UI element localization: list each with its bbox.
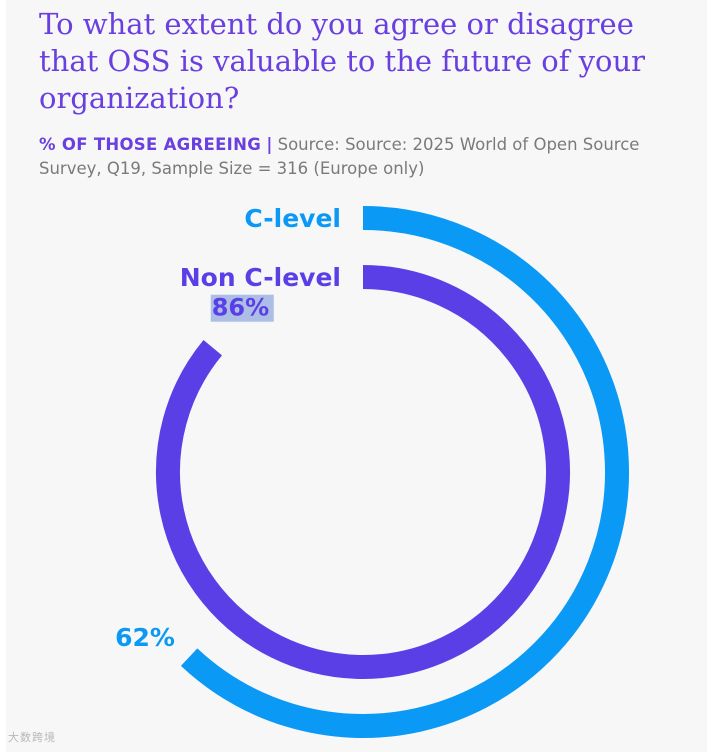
c-level-arc: [180, 206, 629, 738]
subtitle-lead: % OF THOSE AGREEING: [39, 135, 262, 154]
c-level-value-label: 62%: [115, 623, 175, 652]
chart-subtitle: % OF THOSE AGREEING | Source: Source: 20…: [39, 133, 699, 181]
watermark: 大数跨境: [8, 731, 56, 744]
subtitle-source: Source: Source: 2025 World of Open Sourc…: [39, 135, 640, 178]
chart-title: To what extent do you agree or disagree …: [39, 7, 646, 115]
subtitle-separator: |: [266, 135, 273, 154]
non-c-level-value-label: 86%: [212, 294, 269, 322]
non-c-level-label-highlight: [210, 294, 274, 322]
legend-non-c-level: Non C-level: [180, 263, 341, 292]
legend-c-level: C-level: [244, 204, 341, 233]
non-c-level-arc: [156, 265, 570, 679]
